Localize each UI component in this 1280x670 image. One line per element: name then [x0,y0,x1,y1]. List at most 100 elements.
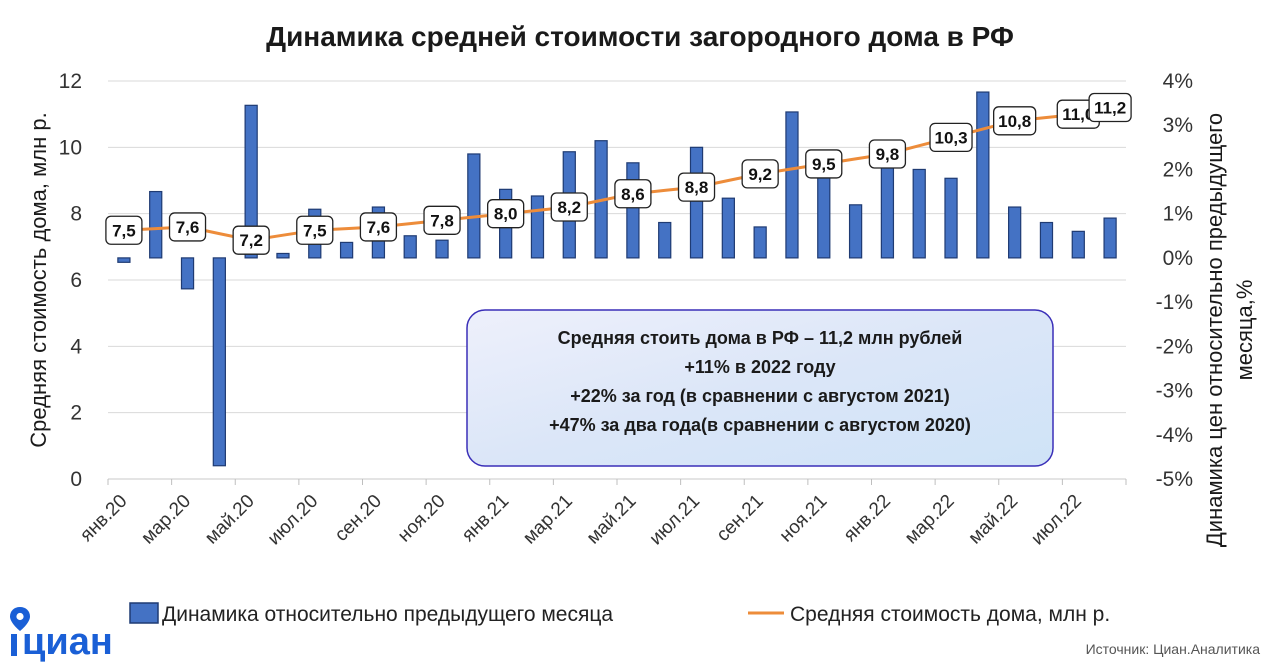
bar-фев.21 [530,195,545,259]
x-tick-label: мар.22 [901,491,959,549]
x-tick-label: сен.20 [331,491,386,546]
line-data-label: 9,2 [741,159,779,189]
bar-ноя.20 [435,239,449,259]
bar-сен.21 [753,226,767,259]
bar-май.20 [244,104,258,259]
x-tick-label: июл.20 [264,491,323,550]
line-data-label-text: 9,5 [812,155,836,174]
bar-авг.22 [1103,217,1117,259]
y-right-tick-label: -4% [1156,424,1193,447]
line-data-label-text: 10,8 [998,112,1031,131]
y-right-axis-title-line1: Динамика цен относительно предыдущего [1202,113,1227,547]
bar-янв.20 [117,257,131,263]
line-data-label-box [741,159,779,189]
y-right-tick-label: -5% [1156,468,1193,491]
line-data-label-text: 9,8 [876,145,900,164]
bar-мар.20 [180,257,195,290]
line-data-label-text: 7,5 [112,221,136,240]
bar-июн.20 [276,252,290,259]
bar-дек.21 [848,204,863,259]
line-data-label-box [487,199,525,229]
line-data-label-box [359,212,398,242]
line-data-label: 8,2 [550,192,588,222]
x-tick-label: май.21 [583,491,641,549]
line-data-label-box [232,225,270,255]
legend-line-label: Средняя стоимость дома, млн р. [790,603,1110,626]
bar-фев.20 [149,190,163,259]
bar-окт.21 [785,111,799,259]
x-tick-label: янв.21 [458,491,513,546]
x-tick-label: сен.21 [713,491,768,546]
line-data-label-box [614,179,652,209]
legend-bar-swatch [129,602,159,624]
y-right-axis-title-line2: месяца,% [1232,280,1257,381]
line-data-label-text: 9,2 [748,165,772,184]
bar-янв.22 [880,153,895,259]
line-data-label-box [168,212,207,242]
bar-ноя.21 [817,175,831,259]
y-right-tick-label: 4% [1163,70,1193,93]
y-left-tick-label: 12 [59,70,82,93]
annotation-line-2: +11% в 2022 году [684,357,835,377]
bar-июл.22 [1071,230,1085,259]
bar-май.22 [1008,206,1022,259]
line-data-label: 10,3 [929,122,973,153]
line-data-label: 7,5 [296,215,334,245]
x-tick-label: янв.22 [840,491,895,546]
legend: Динамика относительно предыдущего месяца… [129,602,1110,626]
line-data-label: 9,8 [868,139,907,169]
bar-фев.22 [912,168,926,259]
line-data-label-text: 8,0 [494,205,518,224]
chart-title: Динамика средней стоимости загородного д… [266,21,1014,52]
line-data-label-text: 7,6 [367,218,391,237]
y-left-tick-label: 0 [70,468,82,491]
annotation-line-1: Средняя стоить дома в РФ – 11,2 млн рубл… [558,328,963,348]
line-data-label-box [105,215,143,245]
x-tick-labels: янв.20 мар.20 май.20 июл.20 сен.20 ноя.20 янв.… [76,479,1127,550]
line-data-label-text: 10,3 [934,128,967,147]
bar-дек.20 [467,153,481,259]
x-tick-label: ноя.20 [394,491,450,547]
line-data-label: 7,6 [359,212,398,242]
y-left-axis-title: Средняя стоимость дома, млн р. [26,112,51,447]
bar-окт.20 [403,235,417,259]
source-note: Источник: Циан.Аналитика [1086,641,1261,657]
x-tick-label: июл.22 [1027,491,1086,550]
x-tick-label: июл.21 [646,491,705,550]
annotation-line-3: +22% за год (в сравнении с августом 2021… [570,386,950,406]
logo-text: циан [22,621,113,663]
y-left-tick-label: 6 [70,269,82,292]
y-left-tick-label: 8 [70,203,82,226]
y-left-tick-label: 2 [70,402,82,425]
legend-bar-label: Динамика относительно предыдущего месяца [162,603,613,626]
line-data-label-text: 7,5 [303,221,327,240]
x-tick-label: янв.20 [76,491,131,546]
annotation-box-bg [466,309,1054,467]
line-data-label-text: 8,2 [557,198,581,217]
line-data-label: 8,0 [487,199,525,229]
bar-авг.21 [721,197,735,259]
y-right-tick-label: -1% [1156,291,1193,314]
x-tick-label: ноя.21 [776,491,832,547]
x-tick-label: мар.20 [137,491,195,549]
line-data-label-box [677,172,716,202]
line-data-label-box [805,149,843,179]
bar-июн.22 [1039,221,1054,259]
line-data-label-box [423,205,461,235]
line-data-label: 7,5 [105,215,143,245]
bar-апр.20 [212,257,226,467]
y-right-tick-label: -3% [1156,380,1193,403]
line-data-label-text: 7,2 [239,231,263,250]
y-left-ticks: 0 2 4 6 8 10 12 [59,70,83,491]
annotation-line-4: +47% за два года(в сравнении с августом … [549,415,971,435]
line-data-label: 7,8 [423,205,461,235]
line-data-label-text: 7,8 [430,211,454,230]
line-data-label-box [1088,92,1132,123]
location-pin-icon [10,607,30,656]
line-data-label: 7,6 [168,212,207,242]
line-data-label-text: 11,2 [1094,99,1126,118]
line-data-labels: 7,5 7,6 7,2 7,5 7,6 7,8 8,0 8,2 8,6 8,8 9,2 9,5 9,8 1… [105,92,1132,255]
line-data-label-text: 8,8 [685,178,709,197]
line-data-label: 9,5 [805,149,843,179]
y-right-ticks: -5% -4% -3% -2% -1% 0% 1% 2% 3% 4% [1156,70,1193,491]
